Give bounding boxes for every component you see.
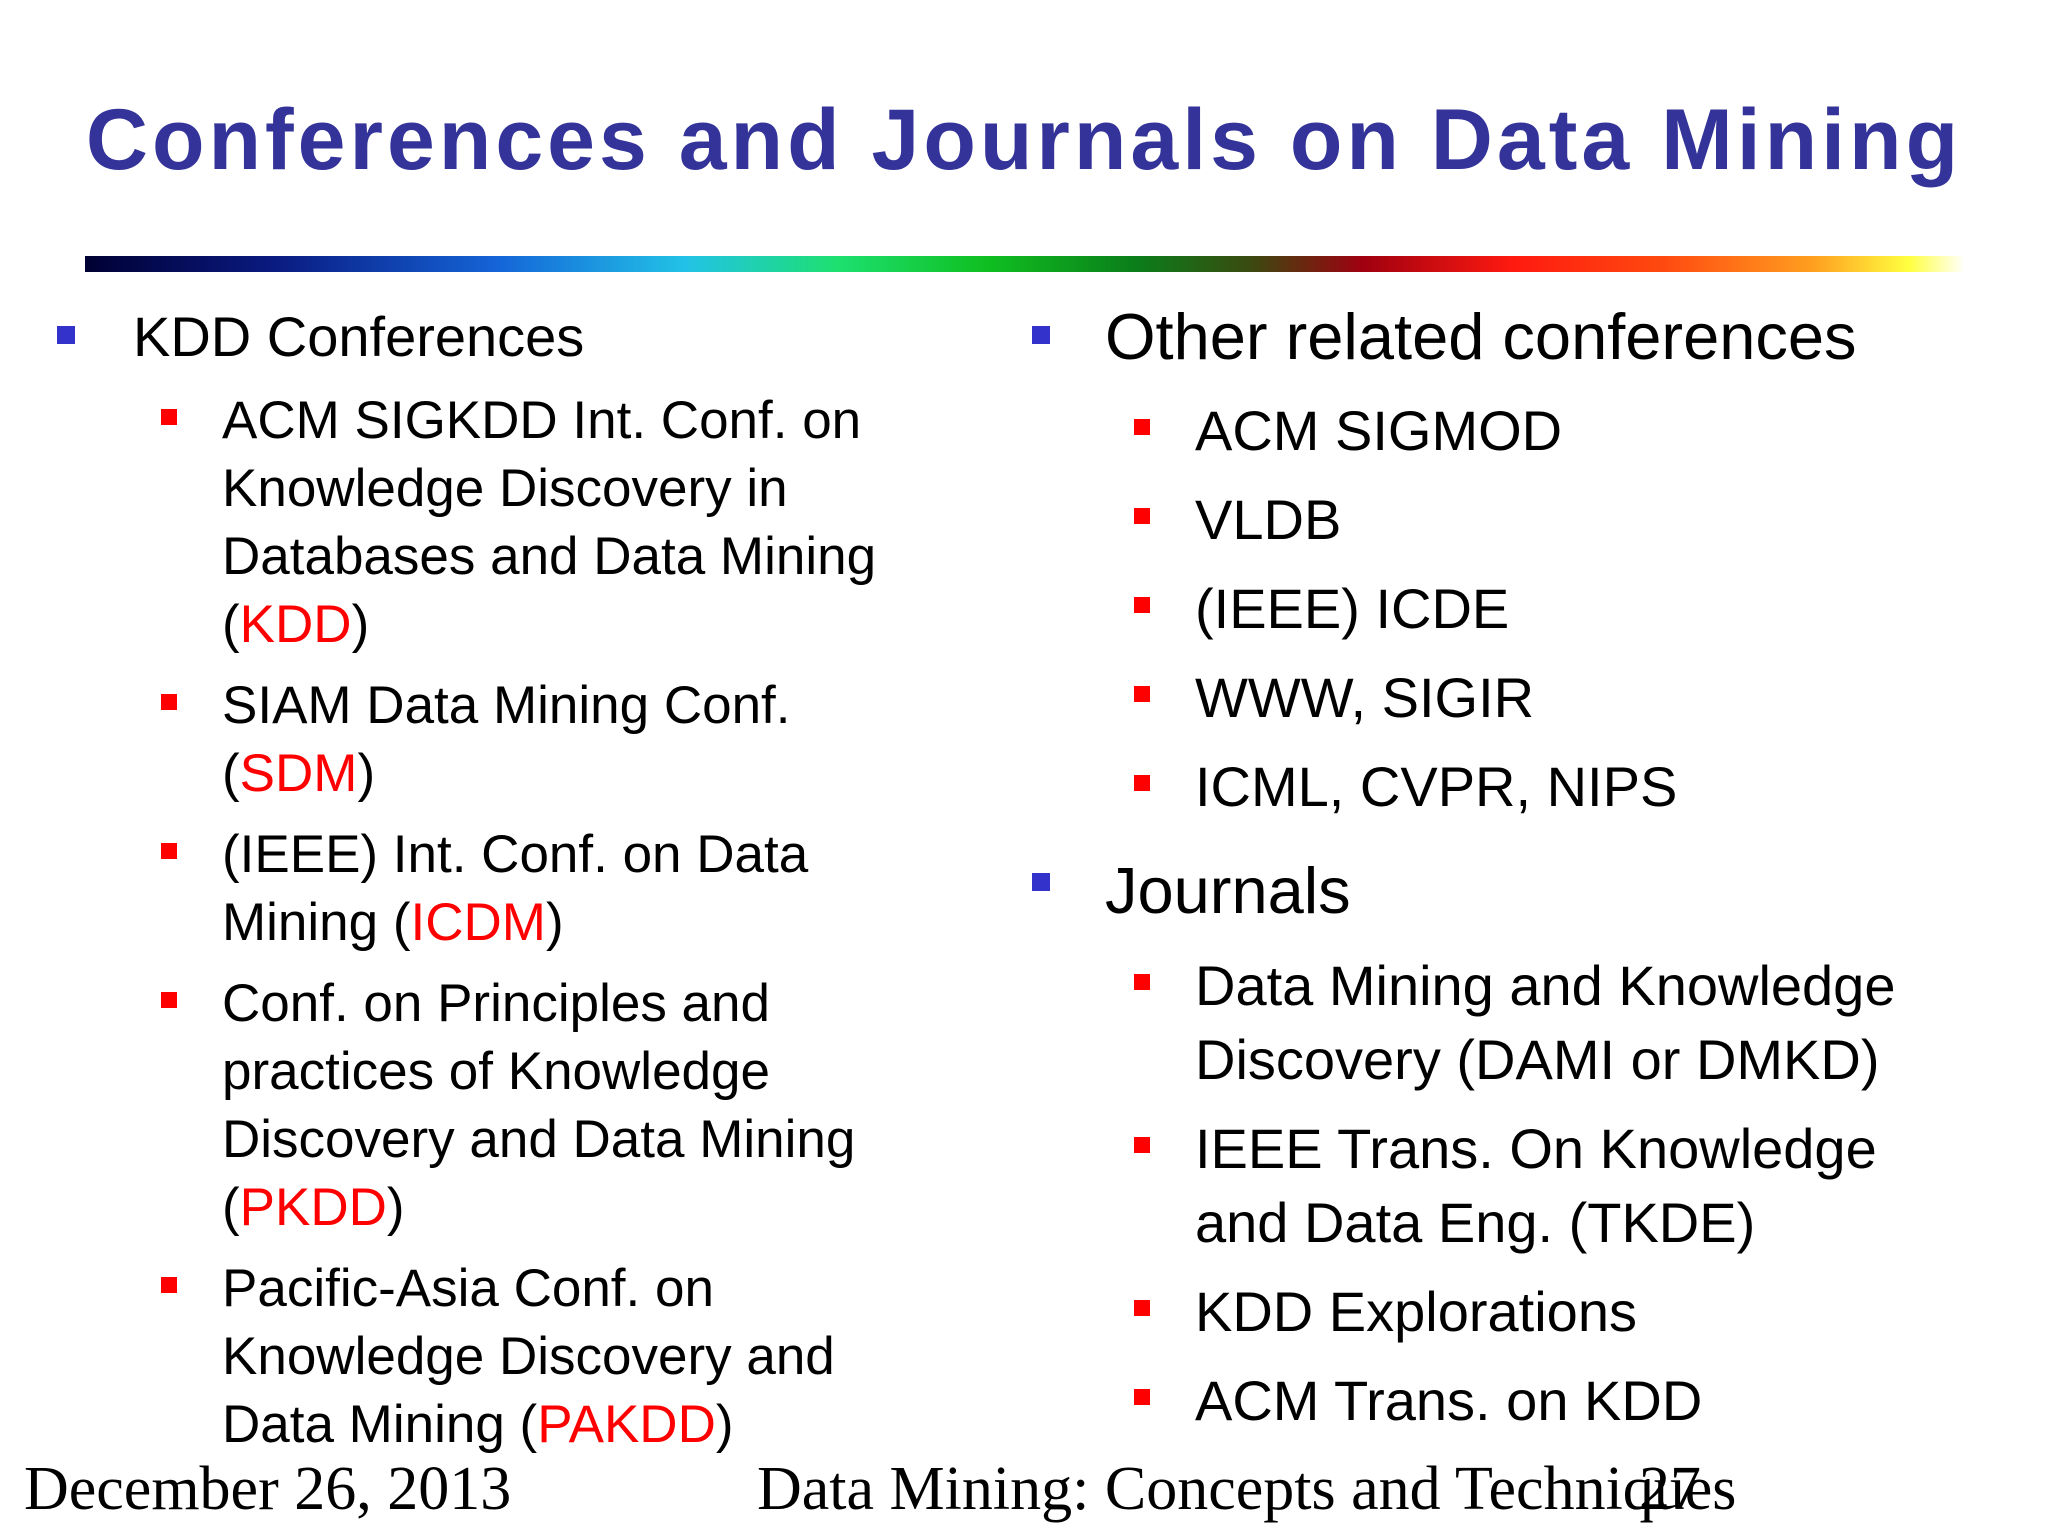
item-text: (IEEE) ICDE (1195, 577, 1510, 640)
item-text: ACM Trans. on KDD (1195, 1369, 1703, 1432)
item-text: ) (357, 744, 376, 803)
item-text: ) (715, 1395, 734, 1454)
item-text: ) (545, 893, 564, 952)
list-item: SIAM Data Mining Conf. (SDM) (161, 672, 957, 808)
bullet (1134, 1137, 1150, 1153)
item-text: IEEE Trans. On Knowledge and Data Eng. (… (1195, 1117, 1877, 1254)
item-text: (IEEE) Int. Conf. on Data Mining ( (222, 825, 809, 952)
bullet (1134, 686, 1150, 702)
left-heading: KDD Conferences (133, 305, 585, 368)
list-item: ACM SIGKDD Int. Conf. on Knowledge Disco… (161, 387, 957, 659)
right-heading: Journals (1105, 854, 1351, 927)
acronym: PKDD (239, 1178, 387, 1237)
bullet (1134, 597, 1150, 613)
list-item: ACM Trans. on KDD (1134, 1364, 1940, 1438)
bullet (161, 843, 177, 859)
slide-title: Conferences and Journals on Data Mining (85, 92, 1963, 188)
item-text: WWW, SIGIR (1195, 666, 1535, 729)
divider (85, 256, 1965, 272)
list-item: Data Mining and Knowledge Discovery (DAM… (1134, 949, 1940, 1097)
item-text: Data Mining and Knowledge Discovery (DAM… (1195, 954, 1896, 1091)
list-item: VLDB (1134, 483, 1940, 557)
list-item: KDD Explorations (1134, 1275, 1940, 1349)
bullet (1134, 419, 1150, 435)
list-item: (IEEE) ICDE (1134, 572, 1940, 646)
item-text: ) (351, 595, 370, 654)
bullet (1134, 1389, 1150, 1405)
item-text: VLDB (1195, 488, 1342, 551)
list-item: (IEEE) Int. Conf. on Data Mining (ICDM) (161, 821, 957, 957)
acronym: KDD (239, 595, 352, 654)
left-list: ACM SIGKDD Int. Conf. on Knowledge Disco… (161, 387, 957, 1472)
bullet (1032, 326, 1050, 344)
acronym: SDM (239, 744, 358, 803)
bullet (161, 1277, 177, 1293)
list-item: ACM SIGMOD (1134, 394, 1940, 468)
page-number: 27 (1639, 1455, 1701, 1523)
bullet (1134, 974, 1150, 990)
item-text: Pacific-Asia Conf. on Knowledge Discover… (222, 1259, 835, 1454)
acronym: ICDM (410, 893, 546, 952)
item-text: ACM SIGKDD Int. Conf. on Knowledge Disco… (222, 391, 877, 654)
list-item: Pacific-Asia Conf. on Knowledge Discover… (161, 1255, 957, 1459)
footer-course: Data Mining: Concepts and Techniques (757, 1455, 1737, 1523)
right-list: Data Mining and Knowledge Discovery (DAM… (1134, 949, 1940, 1453)
footer-date: December 26, 2013 (24, 1455, 512, 1523)
bullet (161, 694, 177, 710)
bullet (161, 992, 177, 1008)
list-item: WWW, SIGIR (1134, 661, 1940, 735)
bullet (1134, 775, 1150, 791)
right-heading: Other related conferences (1105, 300, 1857, 373)
item-text: Conf. on Principles and practices of Kno… (222, 974, 856, 1237)
bullet (1032, 873, 1050, 891)
acronym: PAKDD (537, 1395, 716, 1454)
bullet (1134, 1300, 1150, 1316)
bullet (1134, 508, 1150, 524)
right-list: ACM SIGMOD VLDB (IEEE) ICDE WWW, SIGIR ICML,… (1134, 394, 1940, 839)
item-text: SIAM Data Mining Conf. ( (222, 676, 791, 803)
item-text: ) (386, 1178, 405, 1237)
item-text: ACM SIGMOD (1195, 399, 1563, 462)
list-item: Conf. on Principles and practices of Kno… (161, 970, 957, 1242)
bullet (57, 326, 75, 344)
list-item: IEEE Trans. On Knowledge and Data Eng. (… (1134, 1112, 1940, 1260)
item-text: ICML, CVPR, NIPS (1195, 755, 1678, 818)
list-item: ICML, CVPR, NIPS (1134, 750, 1940, 824)
item-text: KDD Explorations (1195, 1280, 1637, 1343)
bullet (161, 409, 177, 425)
